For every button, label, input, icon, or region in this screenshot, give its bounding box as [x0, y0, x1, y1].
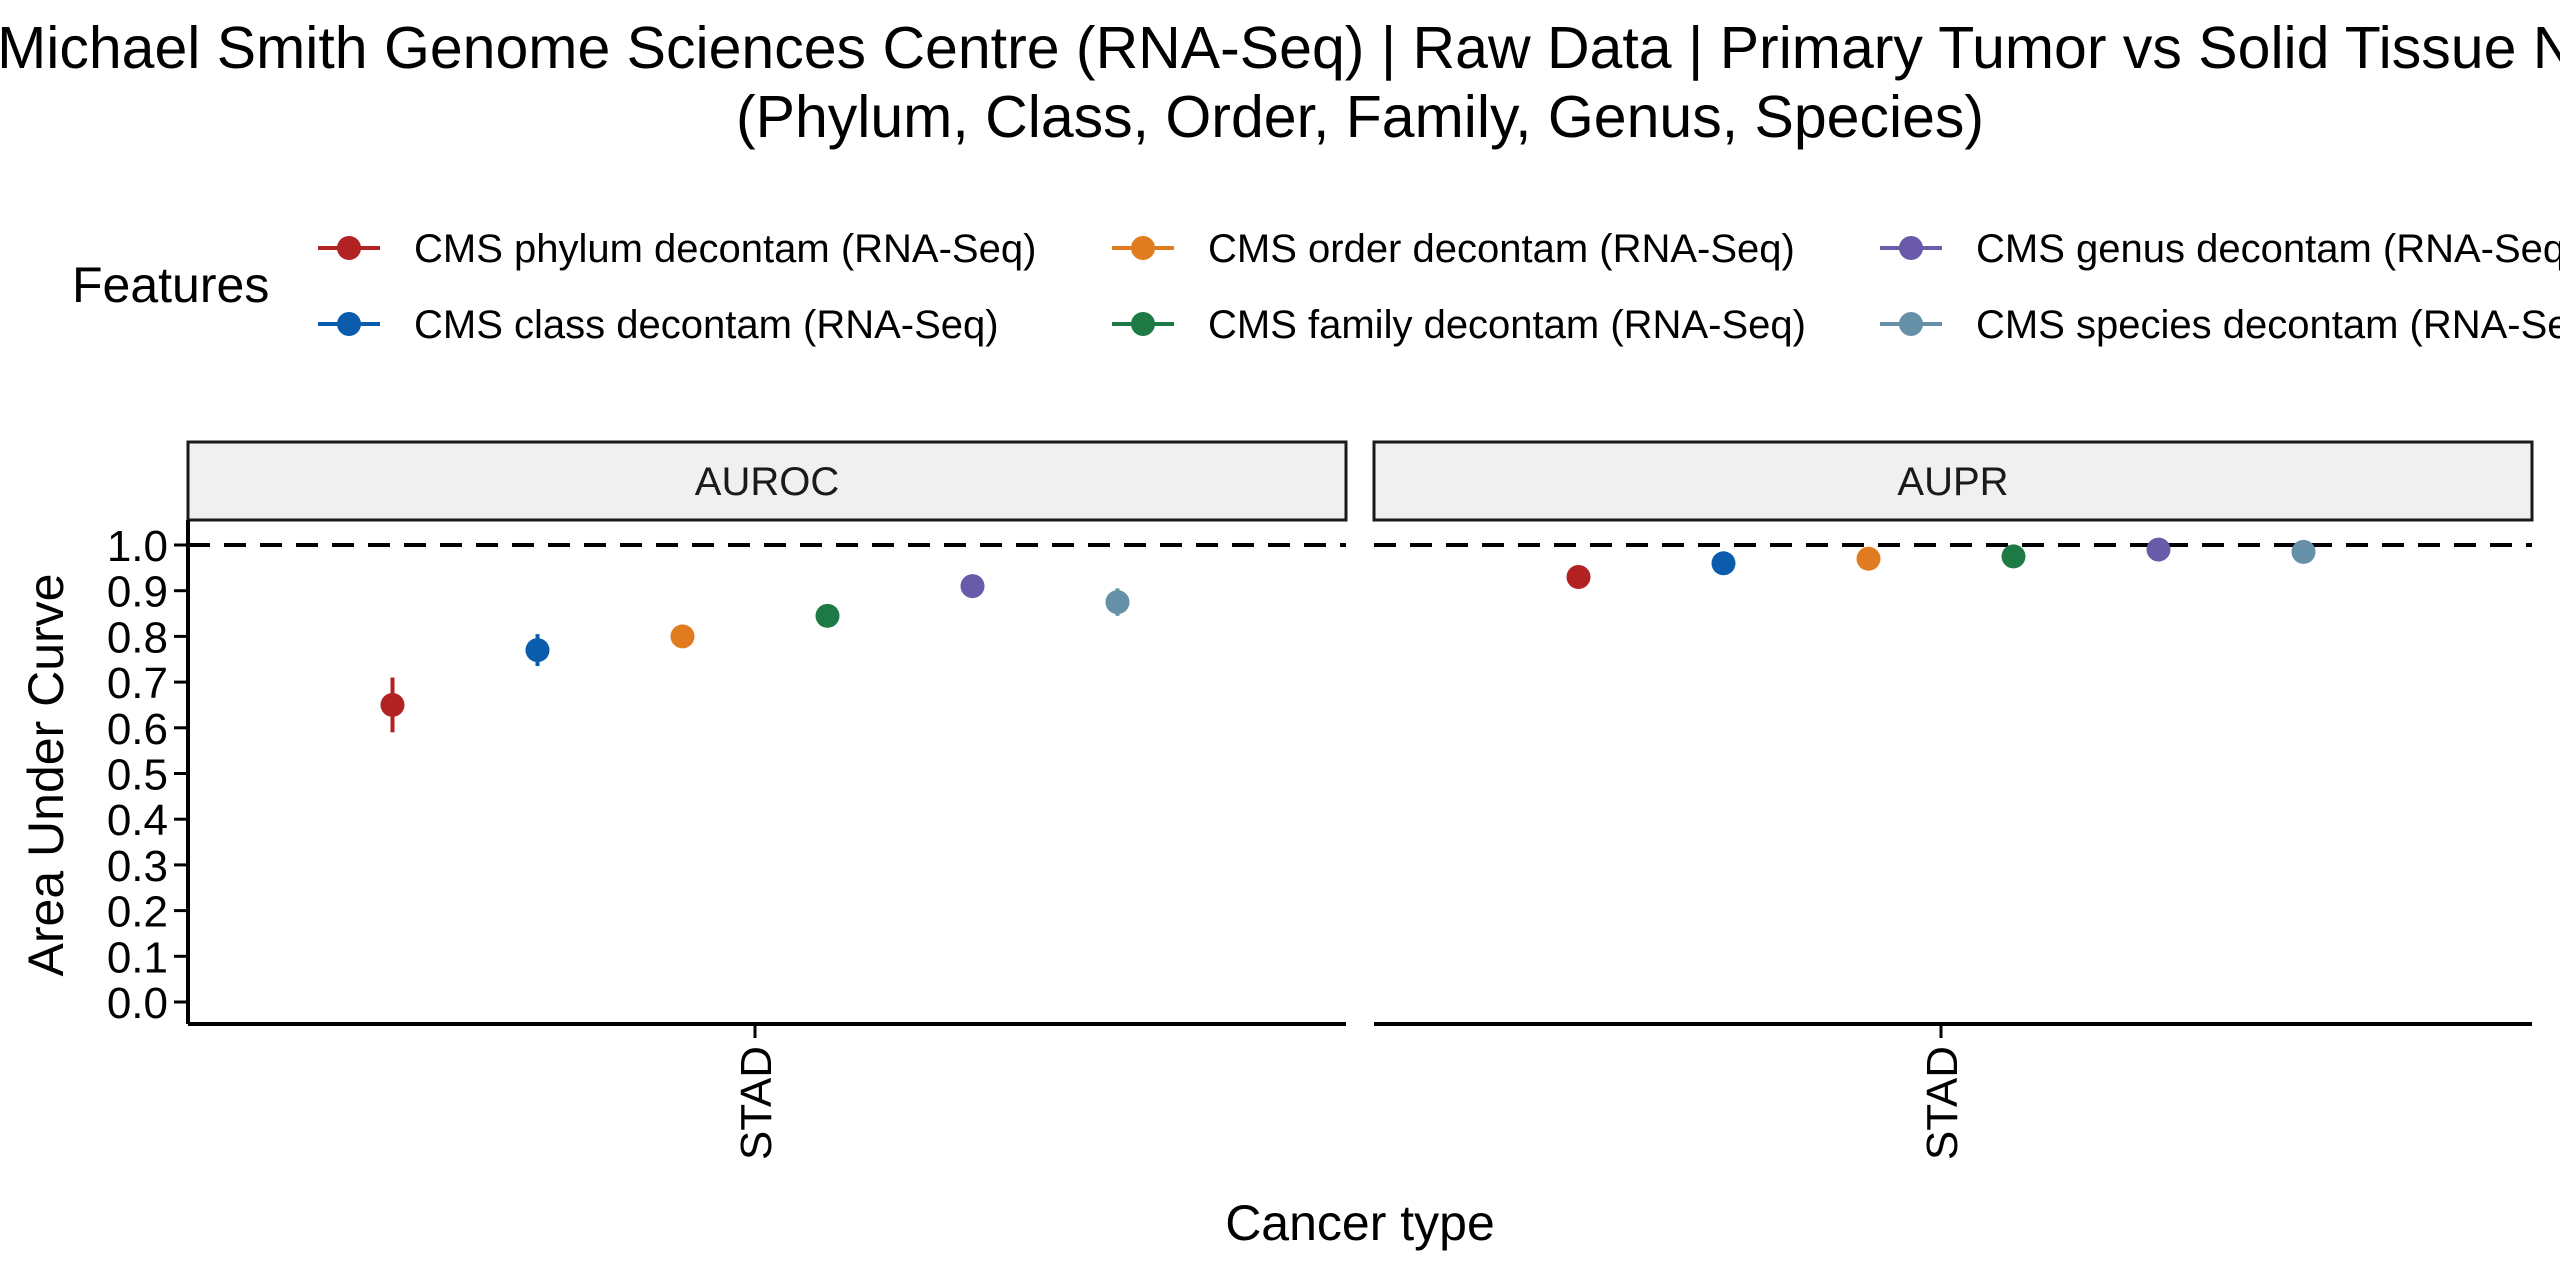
point-marker [960, 574, 985, 599]
legend-item: CMS phylum decontam (RNA-Seq) [318, 227, 1036, 271]
legend-item: CMS genus decontam (RNA-Seq) [1880, 227, 2560, 271]
facet-panel-auroc: AUROC STAD [186, 440, 1348, 1160]
y-tick-label: 0.4 [107, 796, 168, 845]
data-point [1566, 564, 1591, 589]
y-tick-label: 0.8 [107, 613, 168, 662]
facet-strip-label: AUPR [1897, 460, 2008, 504]
y-axis: 0.00.10.20.30.40.50.60.70.80.91.0 Area Un… [18, 520, 190, 1028]
legend-item: CMS family decontam (RNA-Seq) [1112, 303, 1806, 347]
x-tick-label: STAD [1918, 1046, 1967, 1160]
x-tick-label: STAD [732, 1046, 781, 1160]
data-point [2146, 537, 2171, 562]
legend-item: CMS species decontam (RNA-Seq) [1880, 303, 2560, 347]
point-marker [2001, 544, 2026, 569]
data-point [380, 677, 405, 733]
facet-panel-aupr: AUPR STAD [1372, 440, 2534, 1160]
y-tick-label: 1.0 [107, 522, 168, 571]
legend-key-marker [1899, 236, 1923, 260]
chart-title: Michael Smith Genome Sciences Centre (RN… [0, 15, 2560, 150]
data-point [960, 574, 985, 599]
legend-key-marker [1899, 312, 1923, 336]
legend-key-marker [337, 312, 361, 336]
point-marker [1711, 551, 1736, 576]
legend-title: Features [72, 257, 269, 313]
legend-key-marker [1131, 312, 1155, 336]
legend-label: CMS species decontam (RNA-Seq) [1976, 303, 2560, 347]
title-line-2: (Phylum, Class, Order, Family, Genus, Sp… [736, 84, 1984, 150]
legend: Features CMS phylum decontam (RNA-Seq) CMS… [72, 227, 2560, 347]
legend-key-marker [1131, 236, 1155, 260]
point-marker [670, 624, 695, 649]
data-point [1105, 588, 1130, 616]
facet-panels: AUROC STAD AUPR STAD [186, 440, 2534, 1160]
point-marker [1856, 546, 1881, 571]
legend-item: CMS order decontam (RNA-Seq) [1112, 227, 1795, 271]
legend-label: CMS phylum decontam (RNA-Seq) [414, 227, 1036, 271]
facet-strip [1372, 440, 2534, 522]
y-tick-label: 0.1 [107, 933, 168, 982]
title-line-1: Michael Smith Genome Sciences Centre (RN… [0, 15, 2560, 81]
data-point [525, 634, 550, 667]
point-marker [380, 692, 405, 717]
facet-strip-label: AUROC [695, 460, 839, 504]
y-tick-label: 0.7 [107, 659, 168, 708]
legend-label: CMS family decontam (RNA-Seq) [1208, 303, 1806, 347]
x-axis: Cancer type [1225, 1195, 1495, 1251]
y-tick-label: 0.9 [107, 568, 168, 617]
y-tick-label: 0.2 [107, 888, 168, 937]
legend-label: CMS genus decontam (RNA-Seq) [1976, 227, 2560, 271]
point-marker [2146, 537, 2171, 562]
legend-item: CMS class decontam (RNA-Seq) [318, 303, 999, 347]
point-marker [815, 603, 840, 628]
point-marker [1105, 590, 1130, 615]
y-tick-label: 0.0 [107, 979, 168, 1028]
point-marker [525, 638, 550, 663]
data-point [1711, 551, 1736, 576]
y-tick-label: 0.3 [107, 842, 168, 891]
data-point [670, 624, 695, 649]
data-point [1856, 546, 1881, 571]
point-marker [1566, 564, 1591, 589]
legend-label: CMS class decontam (RNA-Seq) [414, 303, 999, 347]
legend-label: CMS order decontam (RNA-Seq) [1208, 227, 1795, 271]
facet-strip [186, 440, 1348, 522]
y-axis-title: Area Under Curve [18, 574, 74, 977]
x-axis-title: Cancer type [1225, 1195, 1495, 1251]
y-tick-label: 0.5 [107, 751, 168, 800]
data-point [2001, 544, 2026, 569]
legend-key-marker [337, 236, 361, 260]
data-point [815, 603, 840, 628]
point-marker [2291, 539, 2316, 564]
y-tick-label: 0.6 [107, 705, 168, 754]
data-point [2291, 539, 2316, 564]
